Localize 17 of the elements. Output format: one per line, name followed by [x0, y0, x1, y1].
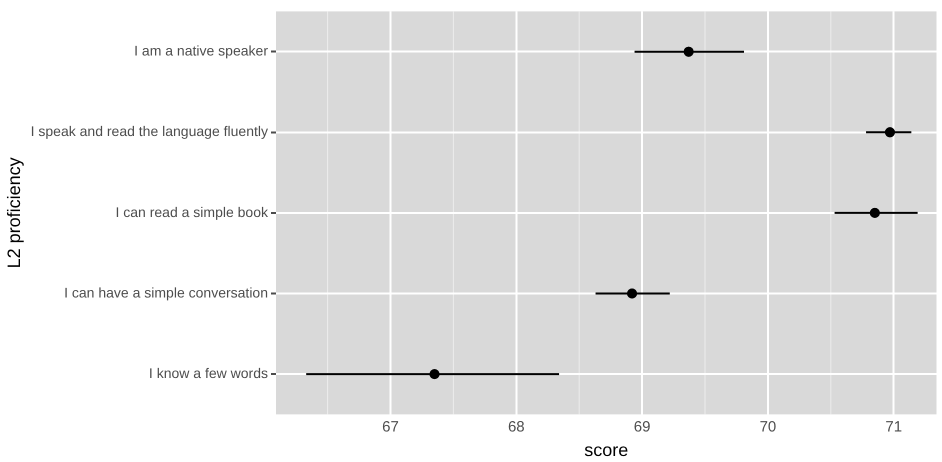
x-tick-label: 68 [508, 418, 525, 436]
y-tick-label: I can have a simple conversation [64, 284, 268, 300]
x-axis-title: score [584, 440, 628, 460]
x-tick-label: 70 [760, 418, 776, 436]
y-axis-title: L2 proficiency [4, 157, 24, 268]
x-tick-label: 69 [634, 418, 650, 436]
point [884, 127, 895, 138]
point [627, 288, 638, 298]
y-tick-label: I can read a simple book [115, 204, 269, 220]
x-tick-label: 71 [885, 418, 902, 436]
point [870, 208, 880, 218]
point [430, 369, 440, 380]
y-tick-label: I am a native speaker [134, 42, 268, 59]
y-tick-label: I speak and read the language fluently [30, 123, 268, 140]
y-tick-label: I know a few words [148, 364, 268, 381]
x-tick-label: 67 [382, 418, 399, 436]
point [684, 46, 694, 57]
